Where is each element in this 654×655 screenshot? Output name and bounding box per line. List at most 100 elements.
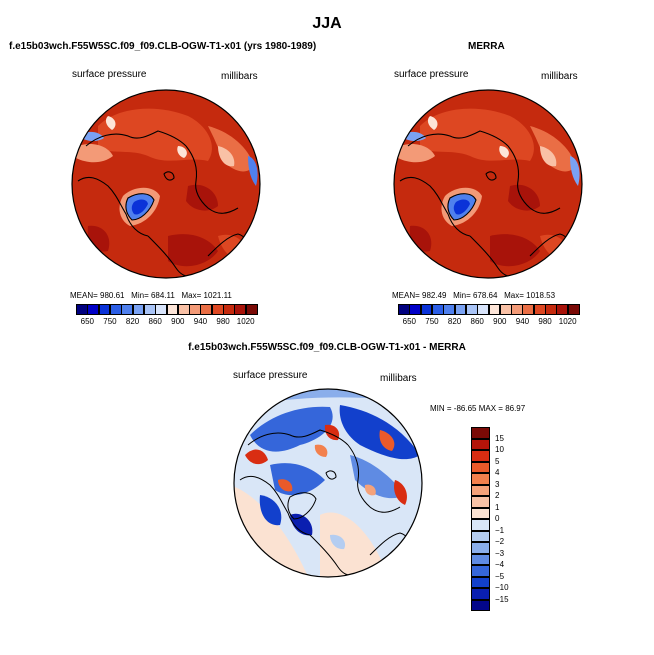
colorbar-difference-tick-label: −2 [495,537,505,546]
colorbar-difference-color-2 [471,450,490,462]
colorbar-merra-color-6 [465,304,478,315]
max-label-model: Max= [181,291,202,300]
colorbar-model-tick-label: 860 [148,317,162,326]
panel-units-label-difference: millibars [380,373,417,384]
panel-title-difference: f.e15b03wch.F55W5SC.f09_f09.CLB-OGW-T1-x… [188,342,466,353]
colorbar-merra-color-1 [409,304,422,315]
colorbar-merra-color-2 [420,304,433,315]
colorbar-difference-tick-label: −15 [495,594,509,604]
panel-title-merra: MERRA [468,41,505,52]
colorbar-model-color-5 [132,304,145,315]
map-boundary-model [71,89,261,279]
mean-label-model: MEAN= [70,291,98,300]
colorbar-merra-color-11 [522,304,535,315]
colorbar-model-color-12 [211,304,224,315]
mean-value-model: 980.61 [100,291,125,300]
colorbar-merra-color-15 [567,304,580,315]
colorbar-merra-color-12 [533,304,546,315]
colorbar-difference-color-10 [471,542,490,554]
colorbar-difference-color-7 [471,507,490,519]
colorbar-model-tick-label: 1020 [236,317,255,326]
colorbar-model-color-14 [234,304,247,315]
panel-left-label-merra: surface pressure [394,69,469,80]
colorbar-model-color-9 [177,304,190,315]
max-value-model: 1021.11 [203,291,232,300]
colorbar-difference-tick-label: 1 [495,502,500,512]
colorbar-difference-tick-label: −4 [495,560,505,569]
colorbar-merra-color-0 [398,304,410,315]
panel-left-label-difference: surface pressure [233,370,308,381]
colorbar-difference-color-6 [471,496,490,508]
colorbar-merra-tick-label: 900 [493,317,507,326]
colorbar-model-tick-label: 750 [103,317,117,326]
colorbar-model-tick-label: 900 [171,317,185,326]
colorbar-model-color-10 [189,304,201,315]
min-label-merra: Min= [453,291,471,300]
colorbar-difference-tick-label: −10 [495,583,509,592]
colorbar-merra-tick-label: 750 [425,317,439,326]
colorbar-merra-color-14 [556,304,569,315]
min-label-model: Min= [131,291,149,300]
colorbar-model-tick-label: 980 [216,317,230,326]
difference-field [234,389,422,577]
colorbar-difference-color-4 [471,473,490,485]
colorbar-model-color-0 [76,304,88,315]
max-value-merra: 1018.53 [526,291,556,300]
colorbar-merra-color-7 [477,304,489,315]
colorbar-merra-tick-label: 820 [447,317,462,326]
colorbar-merra-color-9 [499,304,512,315]
colorbar-difference-color-13 [471,576,490,588]
colorbar-model-color-11 [200,304,213,315]
colorbar-merra-tick-label: 1020 [558,317,577,326]
colorbar-difference-tick-label: 15 [495,433,504,443]
colorbar-difference-tick-label: 10 [495,445,504,454]
colorbar-model-color-3 [109,304,122,315]
colorbar-difference-color-5 [471,484,490,496]
colorbar-difference-color-1 [471,438,490,450]
max-value-difference: 86.97 [505,404,526,413]
colorbar-model-tick-label: 940 [193,317,208,326]
max-label-merra: Max= [504,291,524,300]
colorbar-difference-color-3 [471,461,490,473]
min-value-model: 684.11 [150,291,175,300]
min-label-difference: MIN = [430,404,452,413]
pressure-field-merra [394,90,582,278]
colorbar-model-color-1 [87,304,100,315]
colorbar-model-color-2 [98,304,111,315]
colorbar-merra-tick-label: 980 [538,317,552,326]
colorbar-difference-color-9 [471,530,490,542]
stats-merra: MEAN= 982.49 Min= 678.64 Max= 1018.53 [392,291,555,300]
colorbar-difference-tick-label: −5 [495,571,505,581]
colorbar-model-color-4 [121,304,134,315]
colorbar-difference-tick-label: 3 [495,479,500,489]
colorbar-difference-tick-label: 0 [495,514,500,523]
map-boundary-merra [393,89,583,279]
colorbar-merra-color-10 [511,304,523,315]
map-boundary-difference [233,388,423,578]
mean-label-merra: MEAN= [392,291,420,300]
colorbar-difference-tick-label: 5 [495,456,500,466]
colorbar-model-color-7 [155,304,167,315]
colorbar-model-tick-label: 650 [80,317,94,326]
colorbar-merra-color-13 [545,304,557,315]
colorbar-difference-tick-label: 2 [495,491,500,500]
stats-model: MEAN= 980.61 Min= 684.11 Max= 1021.11 [70,291,232,300]
colorbar-difference-color-8 [471,519,490,531]
colorbar-merra-tick-label: 650 [402,317,416,326]
colorbar-difference: 15 10 5 4 3 2 1 0 −1 −2 −3 −4 −5 −10 −15 [471,427,531,613]
colorbar-model-color-13 [223,304,235,315]
colorbar-difference-color-14 [471,588,490,600]
colorbar-difference-color-15 [471,599,490,611]
colorbar-model-color-8 [166,304,179,315]
panel-units-label-model: millibars [221,71,258,82]
polar-map-difference [233,388,423,578]
colorbar-merra-color-4 [443,304,456,315]
min-value-merra: 678.64 [472,291,498,300]
colorbar-model-tick-label: 820 [125,317,140,326]
figure-title: JJA [312,15,342,32]
colorbar-difference-color-12 [471,565,490,577]
colorbar-merra-color-3 [431,304,444,315]
colorbar-merra: 650 750 820 860 900 940 980 1020 [398,304,580,328]
colorbar-difference-tick-label: −1 [495,525,505,535]
panel-left-label-model: surface pressure [72,69,147,80]
